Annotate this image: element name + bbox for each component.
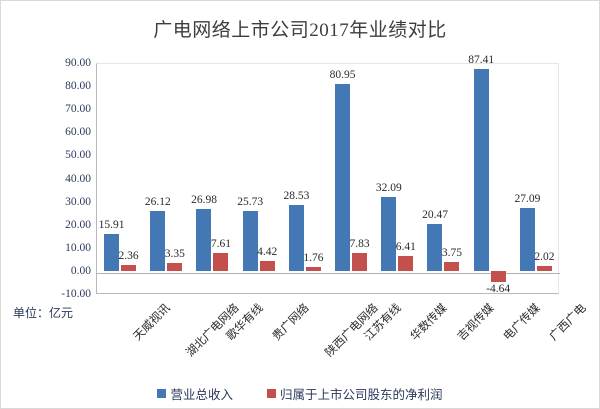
y-axis-tick-label: 60.00 xyxy=(65,126,91,139)
y-axis-tick-label: 80.00 xyxy=(65,80,91,93)
bar-value-label: -4.64 xyxy=(486,282,511,295)
y-axis-tick-label: 30.00 xyxy=(65,195,91,208)
bar-revenue[interactable] xyxy=(150,210,166,271)
bar-net-profit[interactable] xyxy=(121,265,137,271)
bar-value-label: 3.35 xyxy=(164,248,185,261)
bar-net-profit[interactable] xyxy=(352,252,368,271)
bar-value-label: 1.76 xyxy=(303,251,324,264)
bar-group: 26.98 7.61 xyxy=(189,63,235,294)
legend-swatch-icon xyxy=(157,389,167,398)
bar-value-label: 2.02 xyxy=(534,251,555,264)
bar-revenue[interactable] xyxy=(427,223,443,271)
bar-group: 87.41 -4.64 xyxy=(467,54,513,295)
x-axis-tick-label: 华数传媒 xyxy=(408,302,450,344)
bar-net-profit[interactable] xyxy=(259,260,275,271)
bar-revenue[interactable] xyxy=(381,196,397,271)
legend-label: 营业总收入 xyxy=(170,388,233,402)
legend-item-revenue[interactable]: 营业总收入 xyxy=(157,384,233,403)
bars-layer: 15.91 2.36 26.12 3.35 26.98 7.61 25.73 4.42 28.5… xyxy=(97,54,559,295)
bar-group: 80.95 7.83 xyxy=(328,63,374,294)
bar-revenue[interactable] xyxy=(473,68,489,271)
bar-value-label: 7.83 xyxy=(349,237,370,250)
bar-value-label: 80.95 xyxy=(329,68,356,81)
y-axis: 90.00 80.00 70.00 60.00 50.00 40.00 30.00 20.00… xyxy=(27,1,91,408)
bar-group: 25.73 4.42 xyxy=(236,63,282,294)
bar-value-label: 87.41 xyxy=(468,53,495,66)
bar-value-label: 26.12 xyxy=(144,195,171,208)
bar-group: 26.12 3.35 xyxy=(143,63,189,294)
legend-item-net-profit[interactable]: 归属于上市公司股东的净利润 xyxy=(267,384,443,403)
bar-revenue[interactable] xyxy=(196,208,212,271)
bar-group: 28.53 1.76 xyxy=(282,63,328,294)
x-axis-category-labels: 天威视讯 湖北广电网络 歌华有线 贵广网络 陕西广电网络 江苏有线 华数传媒 吉视传媒 电广传媒… xyxy=(97,296,589,376)
bar-revenue[interactable] xyxy=(288,204,304,271)
bar-revenue[interactable] xyxy=(104,234,120,271)
bar-value-label: 2.36 xyxy=(118,250,139,263)
y-axis-tick-label: 90.00 xyxy=(65,57,91,69)
x-axis-tick-label: 天威视讯 xyxy=(131,302,173,344)
chart-title: 广电网络上市公司2017年业绩对比 xyxy=(153,20,447,41)
plot-area xyxy=(96,63,559,294)
bar-net-profit[interactable] xyxy=(167,263,183,271)
y-axis-tick-label: 0.00 xyxy=(70,264,91,277)
x-axis-tick-label: 贵广网络 xyxy=(270,302,312,344)
bar-value-label: 32.09 xyxy=(375,181,402,194)
bar-net-profit[interactable] xyxy=(305,266,321,271)
bar-revenue[interactable] xyxy=(519,208,535,271)
bar-value-label: 7.61 xyxy=(210,238,232,251)
bar-revenue[interactable] xyxy=(335,83,351,271)
legend-swatch-icon xyxy=(267,389,276,398)
bar-value-label: 25.73 xyxy=(237,196,264,209)
bar-net-profit[interactable] xyxy=(536,266,552,271)
bar-group: 27.09 2.02 xyxy=(513,63,559,294)
unit-note: 单位：亿元 xyxy=(13,306,74,320)
y-axis-tick-label: 10.00 xyxy=(65,241,91,254)
legend-label: 归属于上市公司股东的净利润 xyxy=(280,388,443,402)
x-axis-tick-label: 电广传媒 xyxy=(501,302,543,344)
bar-net-profit[interactable] xyxy=(444,262,460,271)
bar-value-label: 6.41 xyxy=(395,241,416,254)
x-axis-tick-label: 广西广电 xyxy=(547,302,589,344)
bar-group: 20.47 3.75 xyxy=(420,63,466,294)
bar-group: 32.09 6.41 xyxy=(374,63,420,294)
x-axis-tick-label: 吉视传媒 xyxy=(455,302,497,344)
bar-value-label: 3.75 xyxy=(441,247,463,260)
zero-baseline xyxy=(96,273,560,274)
bar-value-label: 4.42 xyxy=(257,245,278,258)
bar-net-profit[interactable] xyxy=(398,256,414,271)
bar-net-profit[interactable] xyxy=(490,270,506,282)
y-axis-tick-label: 40.00 xyxy=(65,172,91,185)
bar-value-label: 28.53 xyxy=(283,189,310,202)
y-axis-tick-label: 70.00 xyxy=(65,103,91,116)
y-axis-tick-label: 20.00 xyxy=(65,218,91,231)
bar-value-label: 20.47 xyxy=(422,208,448,221)
bar-net-profit[interactable] xyxy=(213,253,229,271)
bar-revenue[interactable] xyxy=(242,211,258,271)
bar-group: 15.91 2.36 xyxy=(97,63,143,294)
y-axis-tick-label: 50.00 xyxy=(65,149,91,162)
chart-legend: 营业总收入 归属于上市公司股东的净利润 xyxy=(1,384,599,403)
bar-value-label: 26.98 xyxy=(191,193,217,206)
bar-value-label: 15.91 xyxy=(98,219,125,232)
bar-value-label: 27.09 xyxy=(514,193,541,206)
y-axis-tick-label: -10.00 xyxy=(61,288,91,300)
